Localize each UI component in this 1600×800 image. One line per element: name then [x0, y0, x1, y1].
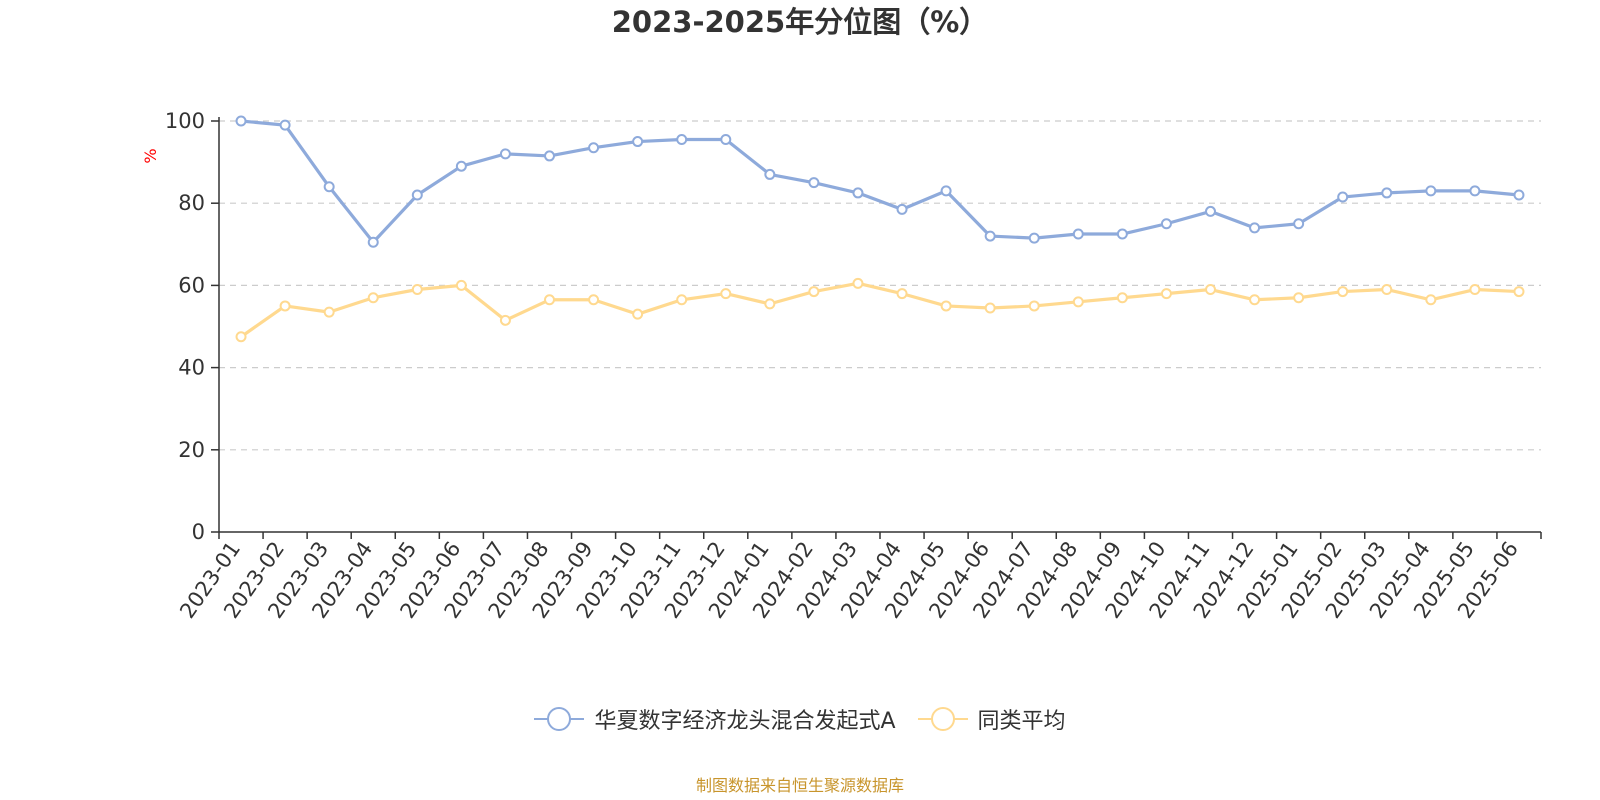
y-tick-label: 60 — [178, 273, 205, 297]
data-point[interactable] — [764, 168, 776, 180]
data-point[interactable] — [323, 306, 335, 318]
data-point[interactable] — [1381, 284, 1393, 296]
data-point[interactable] — [764, 298, 776, 310]
data-point[interactable] — [1116, 228, 1128, 240]
data-point[interactable] — [279, 300, 291, 312]
legend-marker-fund-icon — [534, 707, 585, 731]
data-point[interactable] — [720, 288, 732, 300]
data-point[interactable] — [323, 181, 335, 193]
data-point[interactable] — [984, 230, 996, 242]
data-point[interactable] — [632, 308, 644, 320]
data-point[interactable] — [411, 189, 423, 201]
legend-label-peer-average: 同类平均 — [977, 709, 1066, 734]
legend: 华夏数字经济龙头混合发起式A 同类平均 — [0, 703, 1600, 735]
data-point[interactable] — [544, 150, 555, 162]
legend-label-fund: 华夏数字经济龙头混合发起式A — [594, 709, 896, 734]
data-point[interactable] — [720, 133, 732, 145]
data-point[interactable] — [235, 115, 247, 127]
data-point[interactable] — [1293, 292, 1305, 304]
data-point[interactable] — [367, 292, 379, 304]
data-point[interactable] — [1072, 296, 1084, 308]
series-1 — [235, 277, 1525, 343]
data-point[interactable] — [1469, 284, 1481, 296]
y-axis-label: % — [141, 148, 160, 163]
data-point[interactable] — [367, 236, 379, 248]
data-point[interactable] — [1513, 286, 1525, 298]
data-point[interactable] — [852, 277, 864, 289]
data-point[interactable] — [1160, 218, 1172, 230]
data-point[interactable] — [676, 133, 688, 145]
data-point[interactable] — [808, 177, 820, 189]
source-note: 制图数据来自恒生聚源数据库 — [695, 776, 904, 795]
data-point[interactable] — [1249, 294, 1261, 306]
legend-marker-peer-average-icon — [917, 707, 968, 731]
data-point[interactable] — [896, 288, 908, 300]
data-point[interactable] — [1425, 294, 1437, 306]
data-point[interactable] — [235, 331, 247, 343]
legend-item-peer-average[interactable]: 同类平均 — [917, 703, 1066, 735]
data-point[interactable] — [632, 136, 644, 148]
y-tick-label: 80 — [178, 191, 205, 215]
data-point[interactable] — [1469, 185, 1481, 197]
data-point[interactable] — [1160, 288, 1172, 300]
data-point[interactable] — [940, 185, 952, 197]
y-tick-label: 0 — [192, 520, 205, 544]
y-tick-label: 20 — [178, 438, 205, 462]
data-point[interactable] — [1116, 292, 1128, 304]
data-point[interactable] — [984, 302, 996, 314]
data-point[interactable] — [588, 294, 600, 306]
y-tick-label: 40 — [178, 356, 205, 380]
data-point[interactable] — [455, 160, 467, 172]
data-point[interactable] — [896, 203, 908, 215]
data-point[interactable] — [411, 284, 423, 296]
data-point[interactable] — [1249, 222, 1261, 234]
data-point[interactable] — [499, 314, 511, 326]
axes: 0204060801002023-012023-022023-032023-04… — [165, 109, 1542, 623]
data-point[interactable] — [279, 119, 291, 131]
series-line — [240, 119, 1520, 244]
data-point[interactable] — [852, 187, 864, 199]
data-point[interactable] — [1337, 286, 1349, 298]
series-group — [235, 115, 1525, 343]
grid-lines — [219, 120, 1541, 451]
data-point[interactable] — [1028, 232, 1040, 244]
data-point[interactable] — [544, 294, 555, 306]
chart-title: 2023-2025年分位图（%） — [611, 5, 989, 39]
data-point[interactable] — [588, 142, 600, 154]
data-point[interactable] — [676, 294, 688, 306]
series-line — [240, 281, 1520, 339]
data-point[interactable] — [940, 300, 952, 312]
data-point[interactable] — [1513, 189, 1525, 201]
data-point[interactable] — [1072, 228, 1084, 240]
data-point[interactable] — [1381, 187, 1393, 199]
data-point[interactable] — [1205, 205, 1216, 217]
data-point[interactable] — [1028, 300, 1040, 312]
data-point[interactable] — [499, 148, 511, 160]
data-point[interactable] — [455, 279, 467, 291]
series-0 — [235, 115, 1525, 248]
y-tick-label: 100 — [165, 109, 205, 133]
data-point[interactable] — [1293, 218, 1305, 230]
data-point[interactable] — [1205, 284, 1216, 296]
data-point[interactable] — [1425, 185, 1437, 197]
data-point[interactable] — [1337, 191, 1349, 203]
data-point[interactable] — [808, 286, 820, 298]
legend-item-fund[interactable]: 华夏数字经济龙头混合发起式A — [534, 703, 896, 735]
